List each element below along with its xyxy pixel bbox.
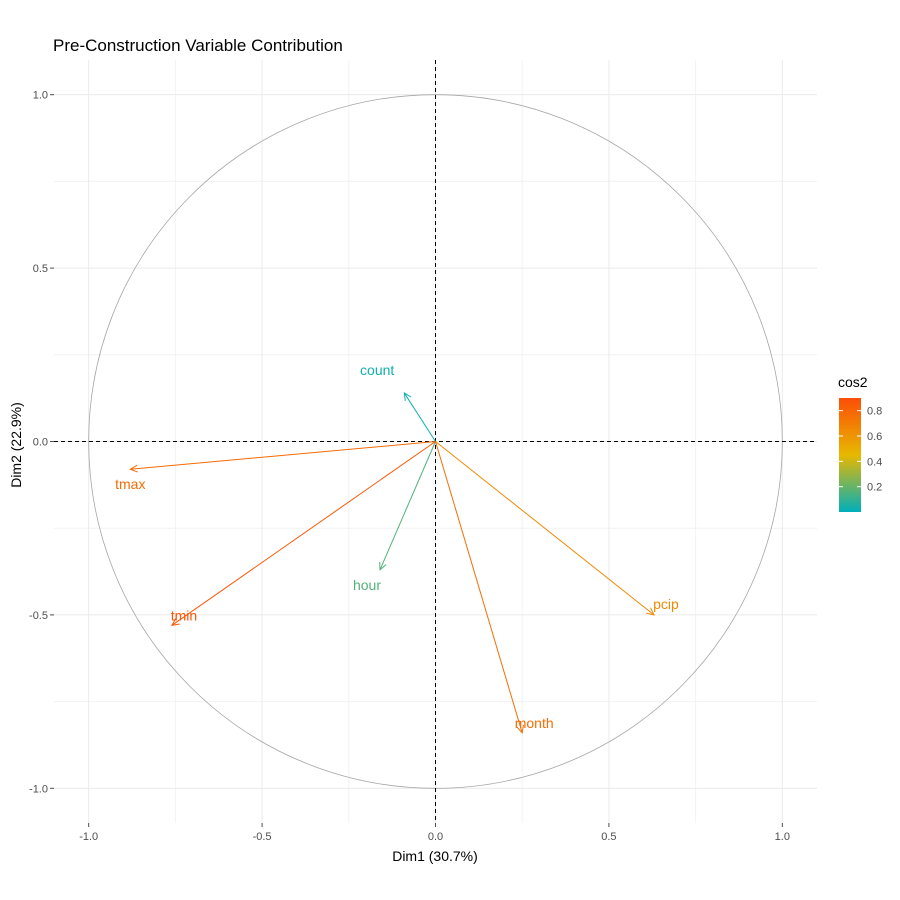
legend-tick-label: 0.6 [867,431,882,443]
plot-panel: count tmax tmin hour pcip month [54,60,817,823]
cos2-legend: cos2 0.2 0.4 0.6 0.8 [838,374,882,512]
x-tick-label: 0.5 [601,831,616,843]
y-tick-label: 0.5 [33,263,48,275]
x-axis-ticks: -1.0 -0.5 0.0 0.5 1.0 [79,823,790,843]
y-axis-title: Dim2 (22.9%) [8,402,24,488]
arrowhead-tmax [129,464,138,473]
variable-label-pcip: pcip [653,596,679,612]
x-tick-label: -1.0 [79,831,98,843]
variable-label-month: month [515,715,554,731]
arrow-hour [379,441,436,571]
legend-tick-label: 0.2 [867,482,882,494]
legend-tick-label: 0.8 [867,406,882,418]
chart-title: Pre-Construction Variable Contribution [53,36,343,55]
variable-label-tmin: tmin [171,607,197,623]
arrow-month [435,441,523,733]
variable-label-hour: hour [353,577,381,593]
arrowhead-hour [379,561,387,571]
y-axis-ticks: -1.0 -0.5 0.0 0.5 1.0 [29,90,54,795]
x-axis-title: Dim1 (30.7%) [392,848,478,864]
x-tick-label: -0.5 [253,831,272,843]
arrow-count [403,392,436,442]
x-tick-label: 1.0 [775,831,790,843]
legend-tick-label: 0.4 [867,456,882,468]
variable-label-count: count [360,362,394,378]
legend-colorbar [839,398,861,512]
y-tick-label: -1.0 [29,783,48,795]
arrowhead-count [403,391,412,401]
arrow-pcip [435,441,655,616]
arrow-tmin [171,441,436,626]
arrow-tmax [130,441,436,470]
y-tick-label: 0.0 [33,437,48,449]
y-tick-label: 1.0 [33,90,48,102]
arrowhead-tmin [170,618,180,626]
arrowhead-pcip [646,607,655,616]
legend-title: cos2 [838,374,868,390]
x-tick-label: 0.0 [428,831,443,843]
y-tick-label: -0.5 [29,610,48,622]
arrowhead-month [516,724,524,734]
variable-label-tmax: tmax [115,476,145,492]
